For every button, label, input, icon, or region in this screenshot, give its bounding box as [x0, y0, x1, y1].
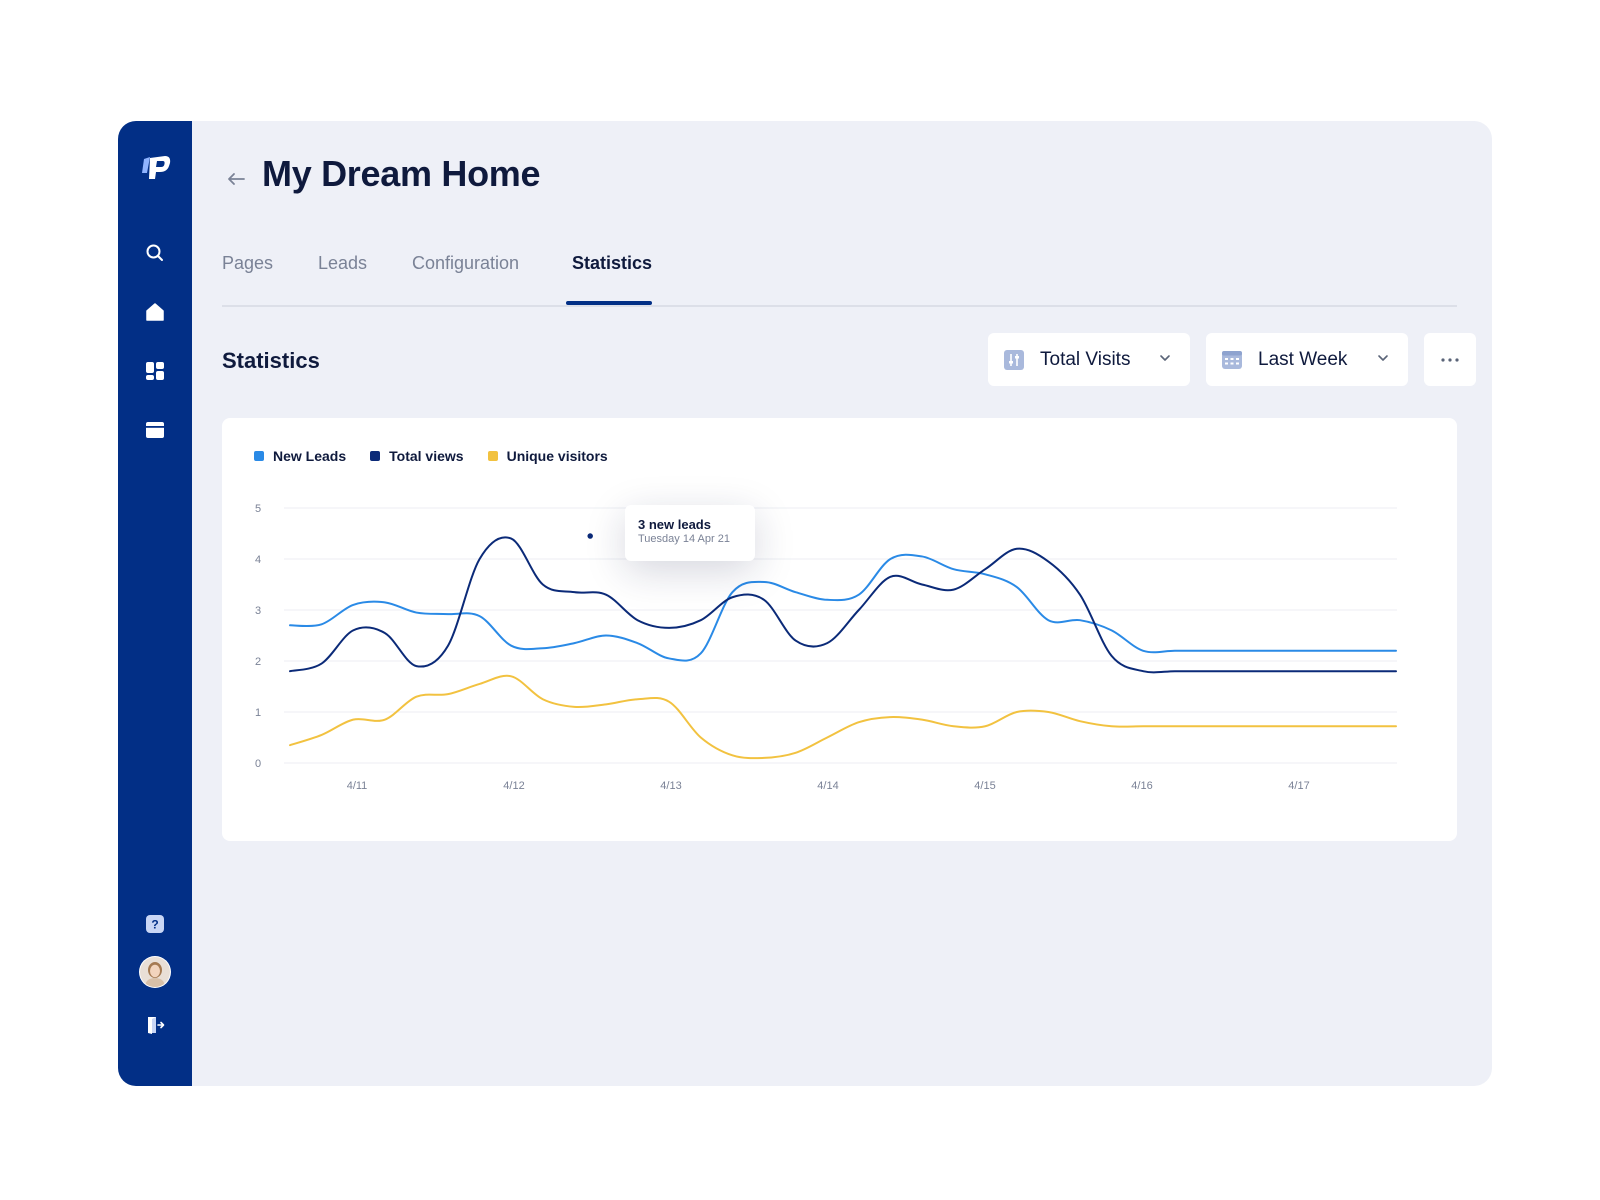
chevron-down-icon	[1160, 355, 1170, 361]
sidebar: ?	[118, 121, 192, 1086]
back-arrow-icon[interactable]	[222, 165, 250, 193]
tab-leads[interactable]: Leads	[318, 253, 368, 273]
browser-icon[interactable]	[137, 412, 173, 448]
tab-bar: Pages Leads Configuration Statistics	[222, 243, 1457, 307]
app-window: ? My Dream Home Pages Lea	[118, 121, 1492, 1086]
y-tick-label: 3	[255, 605, 261, 617]
svg-text:?: ?	[151, 918, 158, 932]
legend-swatch	[254, 451, 264, 461]
period-dropdown-label: Last Week	[1258, 348, 1348, 370]
y-tick-label: 2	[255, 656, 261, 668]
home-icon[interactable]	[137, 294, 173, 330]
active-tab-indicator	[566, 301, 652, 305]
period-dropdown[interactable]: Last Week	[1206, 333, 1408, 386]
legend-unique-visitors[interactable]: Unique visitors	[487, 448, 608, 464]
legend-swatch	[370, 451, 381, 461]
avatar[interactable]	[137, 954, 173, 990]
line-chart: 0 1 2 3 4 5 4/11 4/12 4/13 4/14 4/15 4/16 4/17	[255, 503, 1397, 792]
y-tick-label: 0	[255, 758, 261, 770]
chart-legend: New Leads Total views Unique visitors	[254, 448, 608, 464]
dashboard-icon[interactable]	[137, 353, 173, 389]
tab-pages[interactable]: Pages	[222, 253, 274, 273]
x-tick-label: 4/13	[660, 780, 681, 792]
search-icon[interactable]	[137, 235, 173, 271]
main-content: My Dream Home Pages Leads Configuration …	[192, 121, 1492, 1086]
help-icon[interactable]: ?	[137, 906, 173, 942]
x-tick-label: 4/17	[1288, 780, 1309, 792]
series-line-total-views	[289, 536, 1397, 674]
metric-dropdown[interactable]: Total Visits	[988, 333, 1190, 386]
page-title: My Dream Home	[262, 153, 541, 194]
series-line-unique-visitors	[289, 674, 1397, 760]
section-title: Statistics	[222, 348, 320, 373]
chart-tooltip: 3 new leads Tuesday 14 Apr 21	[625, 505, 755, 561]
brand-logo[interactable]	[138, 149, 174, 185]
tab-configuration[interactable]: Configuration	[412, 253, 520, 273]
chevron-down-icon	[1378, 355, 1388, 361]
legend-label: Unique visitors	[506, 448, 608, 464]
x-tick-label: 4/11	[347, 780, 368, 792]
tooltip-title: 3 new leads	[638, 517, 711, 532]
more-horizontal-icon	[1441, 357, 1459, 362]
legend-label: Total views	[389, 448, 464, 464]
legend-label: New Leads	[273, 448, 347, 464]
x-tick-label: 4/12	[503, 780, 524, 792]
x-tick-label: 4/16	[1131, 780, 1152, 792]
statistics-chart-card: 0 1 2 3 4 5 4/11 4/12 4/13 4/14 4/15 4/16 4/17 New L…	[222, 418, 1457, 841]
tooltip-subtitle: Tuesday 14 Apr 21	[638, 533, 730, 545]
legend-new-leads[interactable]: New Leads	[254, 448, 346, 464]
y-tick-label: 5	[255, 503, 261, 515]
highlight-point	[585, 531, 595, 541]
x-tick-label: 4/14	[817, 780, 838, 792]
legend-total-views[interactable]: Total views	[370, 448, 464, 464]
y-tick-label: 1	[255, 707, 261, 719]
sliders-icon	[1004, 349, 1024, 370]
calendar-icon	[1222, 350, 1242, 369]
metric-dropdown-label: Total Visits	[1040, 348, 1131, 370]
legend-swatch	[487, 451, 498, 461]
series-line-new-leads	[289, 553, 1397, 662]
x-tick-label: 4/15	[974, 780, 995, 792]
tab-statistics[interactable]: Statistics	[572, 253, 653, 273]
logout-icon[interactable]	[137, 1007, 173, 1043]
more-options-button[interactable]	[1424, 333, 1476, 386]
y-tick-label: 4	[255, 554, 261, 566]
